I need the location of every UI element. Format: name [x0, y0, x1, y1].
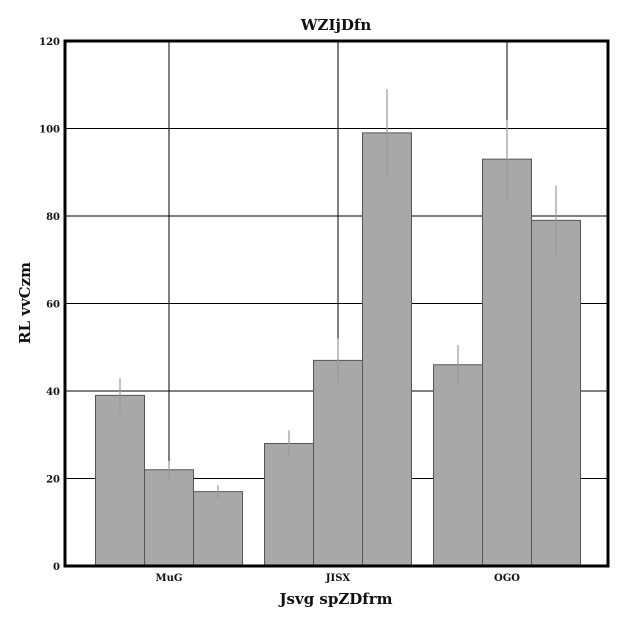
bar [362, 132, 412, 567]
y-tick-label: 120 [39, 37, 60, 48]
x-tick-label: JISX [325, 573, 351, 584]
y-tick-label: 100 [39, 125, 60, 136]
bar [313, 359, 363, 567]
x-axis-label: Jsvg spZDfrm [277, 590, 392, 608]
bar [482, 158, 532, 567]
y-tick-label: 40 [46, 387, 60, 398]
bars-layer [95, 132, 581, 567]
bar [144, 469, 194, 567]
y-tick-label: 20 [46, 475, 60, 486]
x-tick-label: MuG [156, 573, 183, 584]
y-axis-label: RL vvCzm [16, 262, 34, 344]
y-tick-label: 80 [46, 212, 60, 223]
plot-frame [63, 39, 610, 568]
x-tick-labels: MuG JISX OGO [156, 573, 521, 584]
bar [264, 443, 314, 567]
y-tick-labels: 0 20 40 60 80 100 120 [39, 37, 60, 573]
chart-title: WZIjDfn [300, 16, 372, 34]
bar [95, 394, 145, 567]
x-tick-label: OGO [494, 573, 520, 584]
bar [193, 491, 243, 567]
y-tick-label: 60 [46, 300, 60, 311]
bar [531, 219, 581, 567]
error-bars-layer [119, 89, 557, 499]
y-tick-label: 0 [53, 562, 60, 573]
bar [433, 364, 483, 567]
